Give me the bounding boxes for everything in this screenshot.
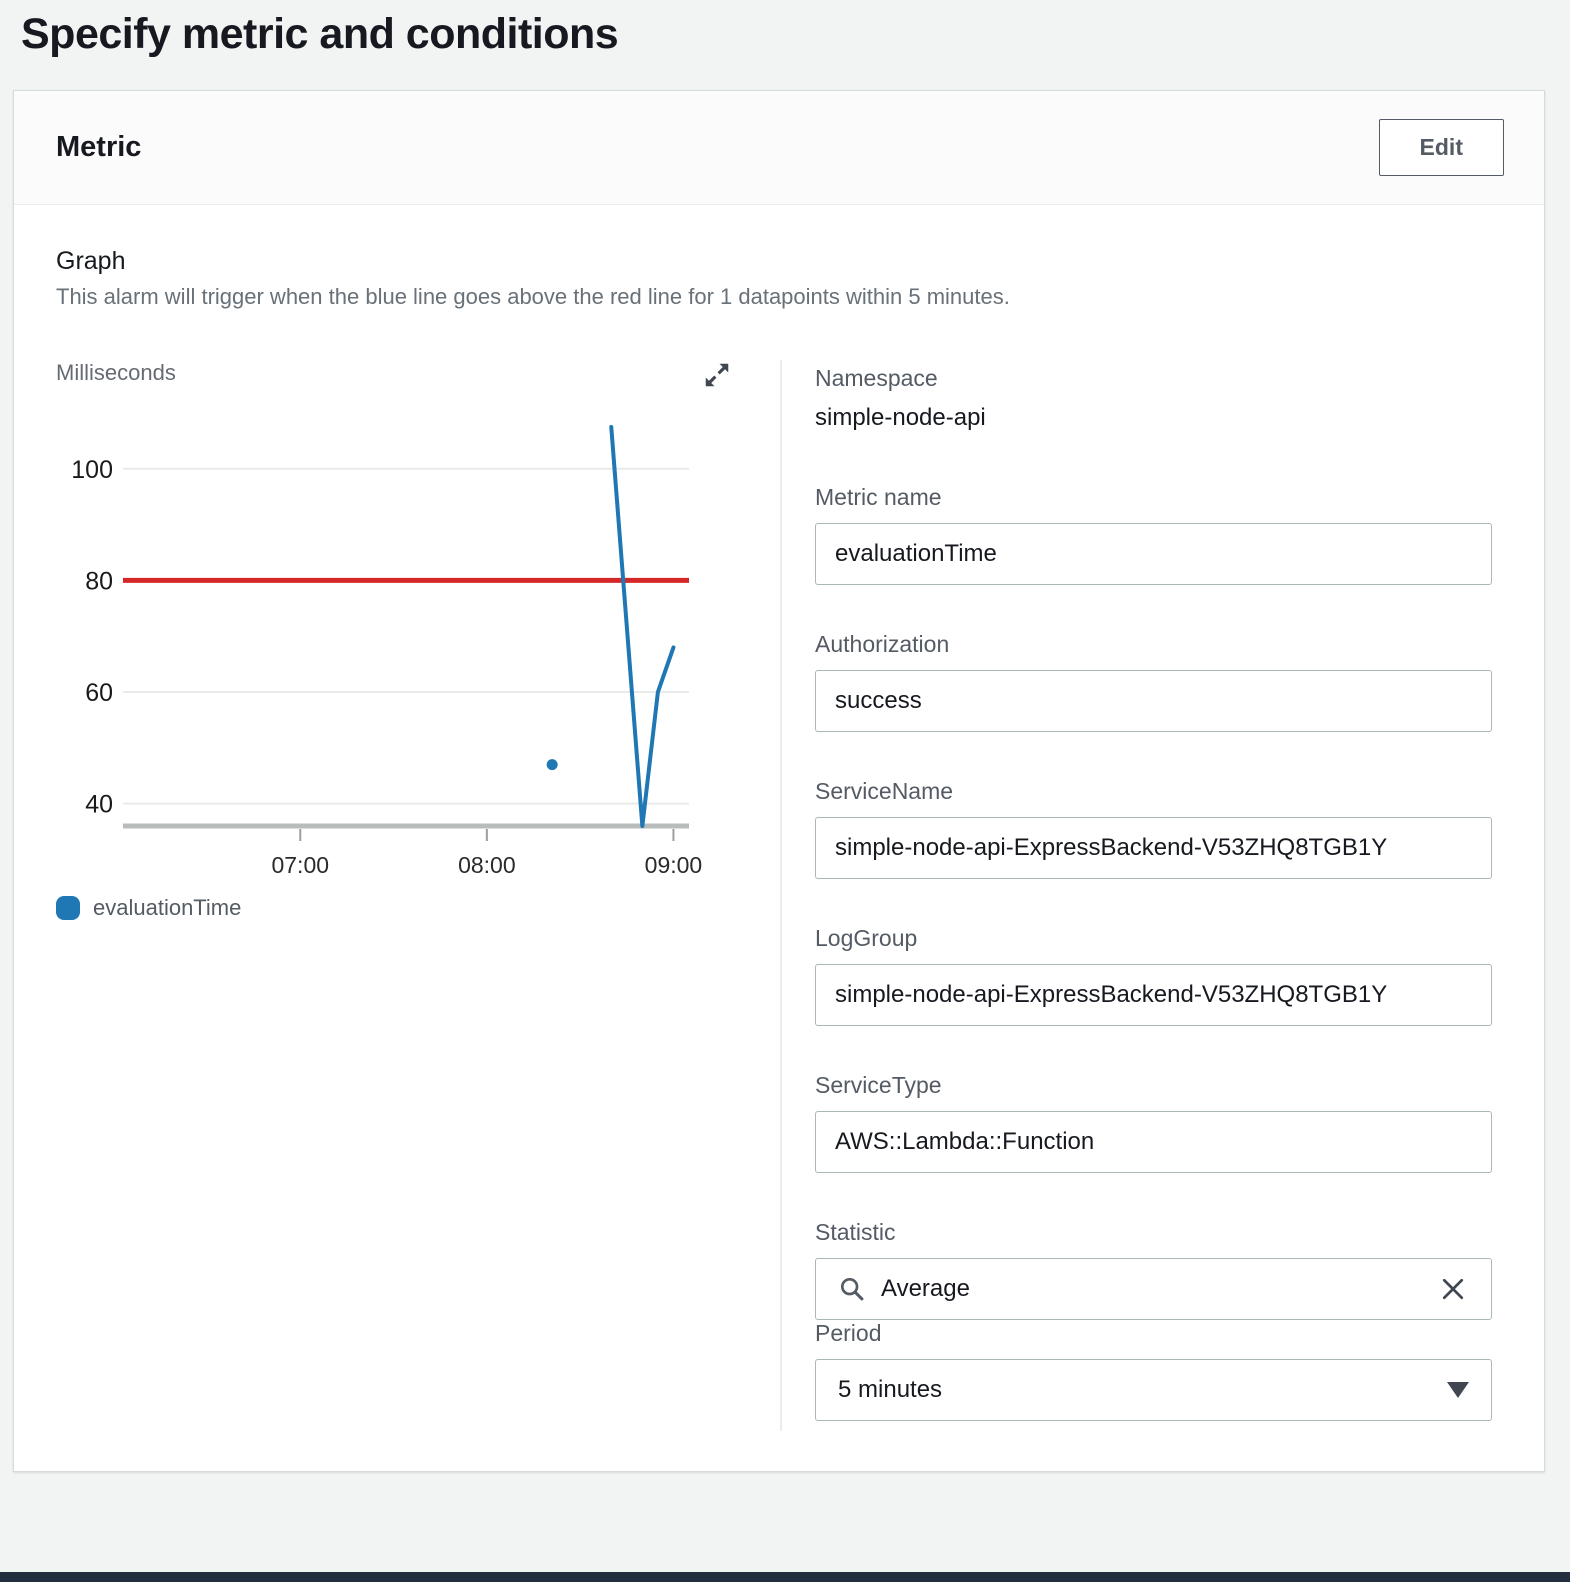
period-field: Period 5 minutes xyxy=(815,1320,1492,1421)
metric-name-field: Metric name xyxy=(815,484,1492,585)
statistic-value: Average xyxy=(881,1275,970,1302)
metric-name-input[interactable] xyxy=(815,523,1492,585)
graph-heading: Graph xyxy=(56,247,126,275)
period-label: Period xyxy=(815,1320,882,1346)
statistic-search-box[interactable]: Average xyxy=(815,1258,1492,1320)
metric-name-label: Metric name xyxy=(815,484,942,510)
svg-text:40: 40 xyxy=(85,791,113,819)
column-divider xyxy=(780,360,782,1431)
edit-button[interactable]: Edit xyxy=(1378,119,1504,176)
log-group-input[interactable] xyxy=(815,964,1492,1026)
chart-y-axis-label: Milliseconds xyxy=(56,360,176,385)
period-value: 5 minutes xyxy=(838,1376,943,1403)
authorization-field: Authorization xyxy=(815,631,1492,732)
search-icon xyxy=(840,1277,864,1301)
page-title: Specify metric and conditions xyxy=(21,10,619,58)
chart-header-row: Milliseconds xyxy=(56,360,732,393)
expand-icon[interactable] xyxy=(702,360,732,393)
service-name-input[interactable] xyxy=(815,817,1492,879)
expand-icon-glyph xyxy=(705,363,729,387)
authorization-label: Authorization xyxy=(815,631,950,657)
legend-item-evaluationTime[interactable]: evaluationTime xyxy=(56,895,780,921)
svg-text:08:00: 08:00 xyxy=(458,852,516,878)
chart-column: Milliseconds 100 80 60 40 07:00 08:00 09:00 ev… xyxy=(56,360,780,1431)
period-select[interactable]: 5 minutes xyxy=(815,1359,1492,1421)
svg-text:09:00: 09:00 xyxy=(645,852,703,878)
footer-bar xyxy=(0,1572,1570,1582)
metric-chart[interactable]: 100 80 60 40 07:00 08:00 09:00 xyxy=(56,413,736,887)
namespace-label: Namespace xyxy=(815,365,938,391)
clear-icon xyxy=(1442,1278,1464,1300)
legend-marker xyxy=(56,896,80,920)
clear-statistic-button[interactable] xyxy=(1437,1273,1469,1305)
authorization-input[interactable] xyxy=(815,670,1492,732)
namespace-value: simple-node-api xyxy=(815,404,986,431)
card-title: Metric xyxy=(56,131,142,163)
service-name-field: ServiceName xyxy=(815,778,1492,879)
svg-text:07:00: 07:00 xyxy=(271,852,329,878)
statistic-label: Statistic xyxy=(815,1219,896,1245)
form-column: Namespace simple-node-api Metric name Au… xyxy=(815,360,1492,1431)
service-name-label: ServiceName xyxy=(815,778,954,804)
svg-text:100: 100 xyxy=(71,456,113,484)
metric-card-body: Graph This alarm will trigger when the b… xyxy=(14,205,1544,1471)
content-columns: Milliseconds 100 80 60 40 07:00 08:00 09:00 ev… xyxy=(56,360,1492,1431)
log-group-label: LogGroup xyxy=(815,925,918,951)
service-type-label: ServiceType xyxy=(815,1072,942,1098)
metric-card: Metric Edit Graph This alarm will trigge… xyxy=(13,90,1545,1472)
graph-description: This alarm will trigger when the blue li… xyxy=(56,284,1010,309)
service-type-field: ServiceType xyxy=(815,1072,1492,1173)
metric-card-header: Metric Edit xyxy=(14,91,1544,205)
service-type-input[interactable] xyxy=(815,1111,1492,1173)
caret-down-icon xyxy=(1447,1382,1469,1398)
svg-text:60: 60 xyxy=(85,679,113,707)
svg-text:80: 80 xyxy=(85,567,113,595)
legend-label: evaluationTime xyxy=(93,895,242,920)
log-group-field: LogGroup xyxy=(815,925,1492,1026)
namespace-field: Namespace simple-node-api xyxy=(815,365,1492,432)
statistic-field: Statistic Average xyxy=(815,1219,1492,1320)
